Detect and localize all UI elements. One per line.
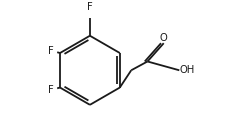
Text: O: O <box>160 33 168 43</box>
Text: F: F <box>87 2 93 12</box>
Text: F: F <box>48 85 54 95</box>
Text: OH: OH <box>180 65 195 75</box>
Text: F: F <box>48 46 54 56</box>
